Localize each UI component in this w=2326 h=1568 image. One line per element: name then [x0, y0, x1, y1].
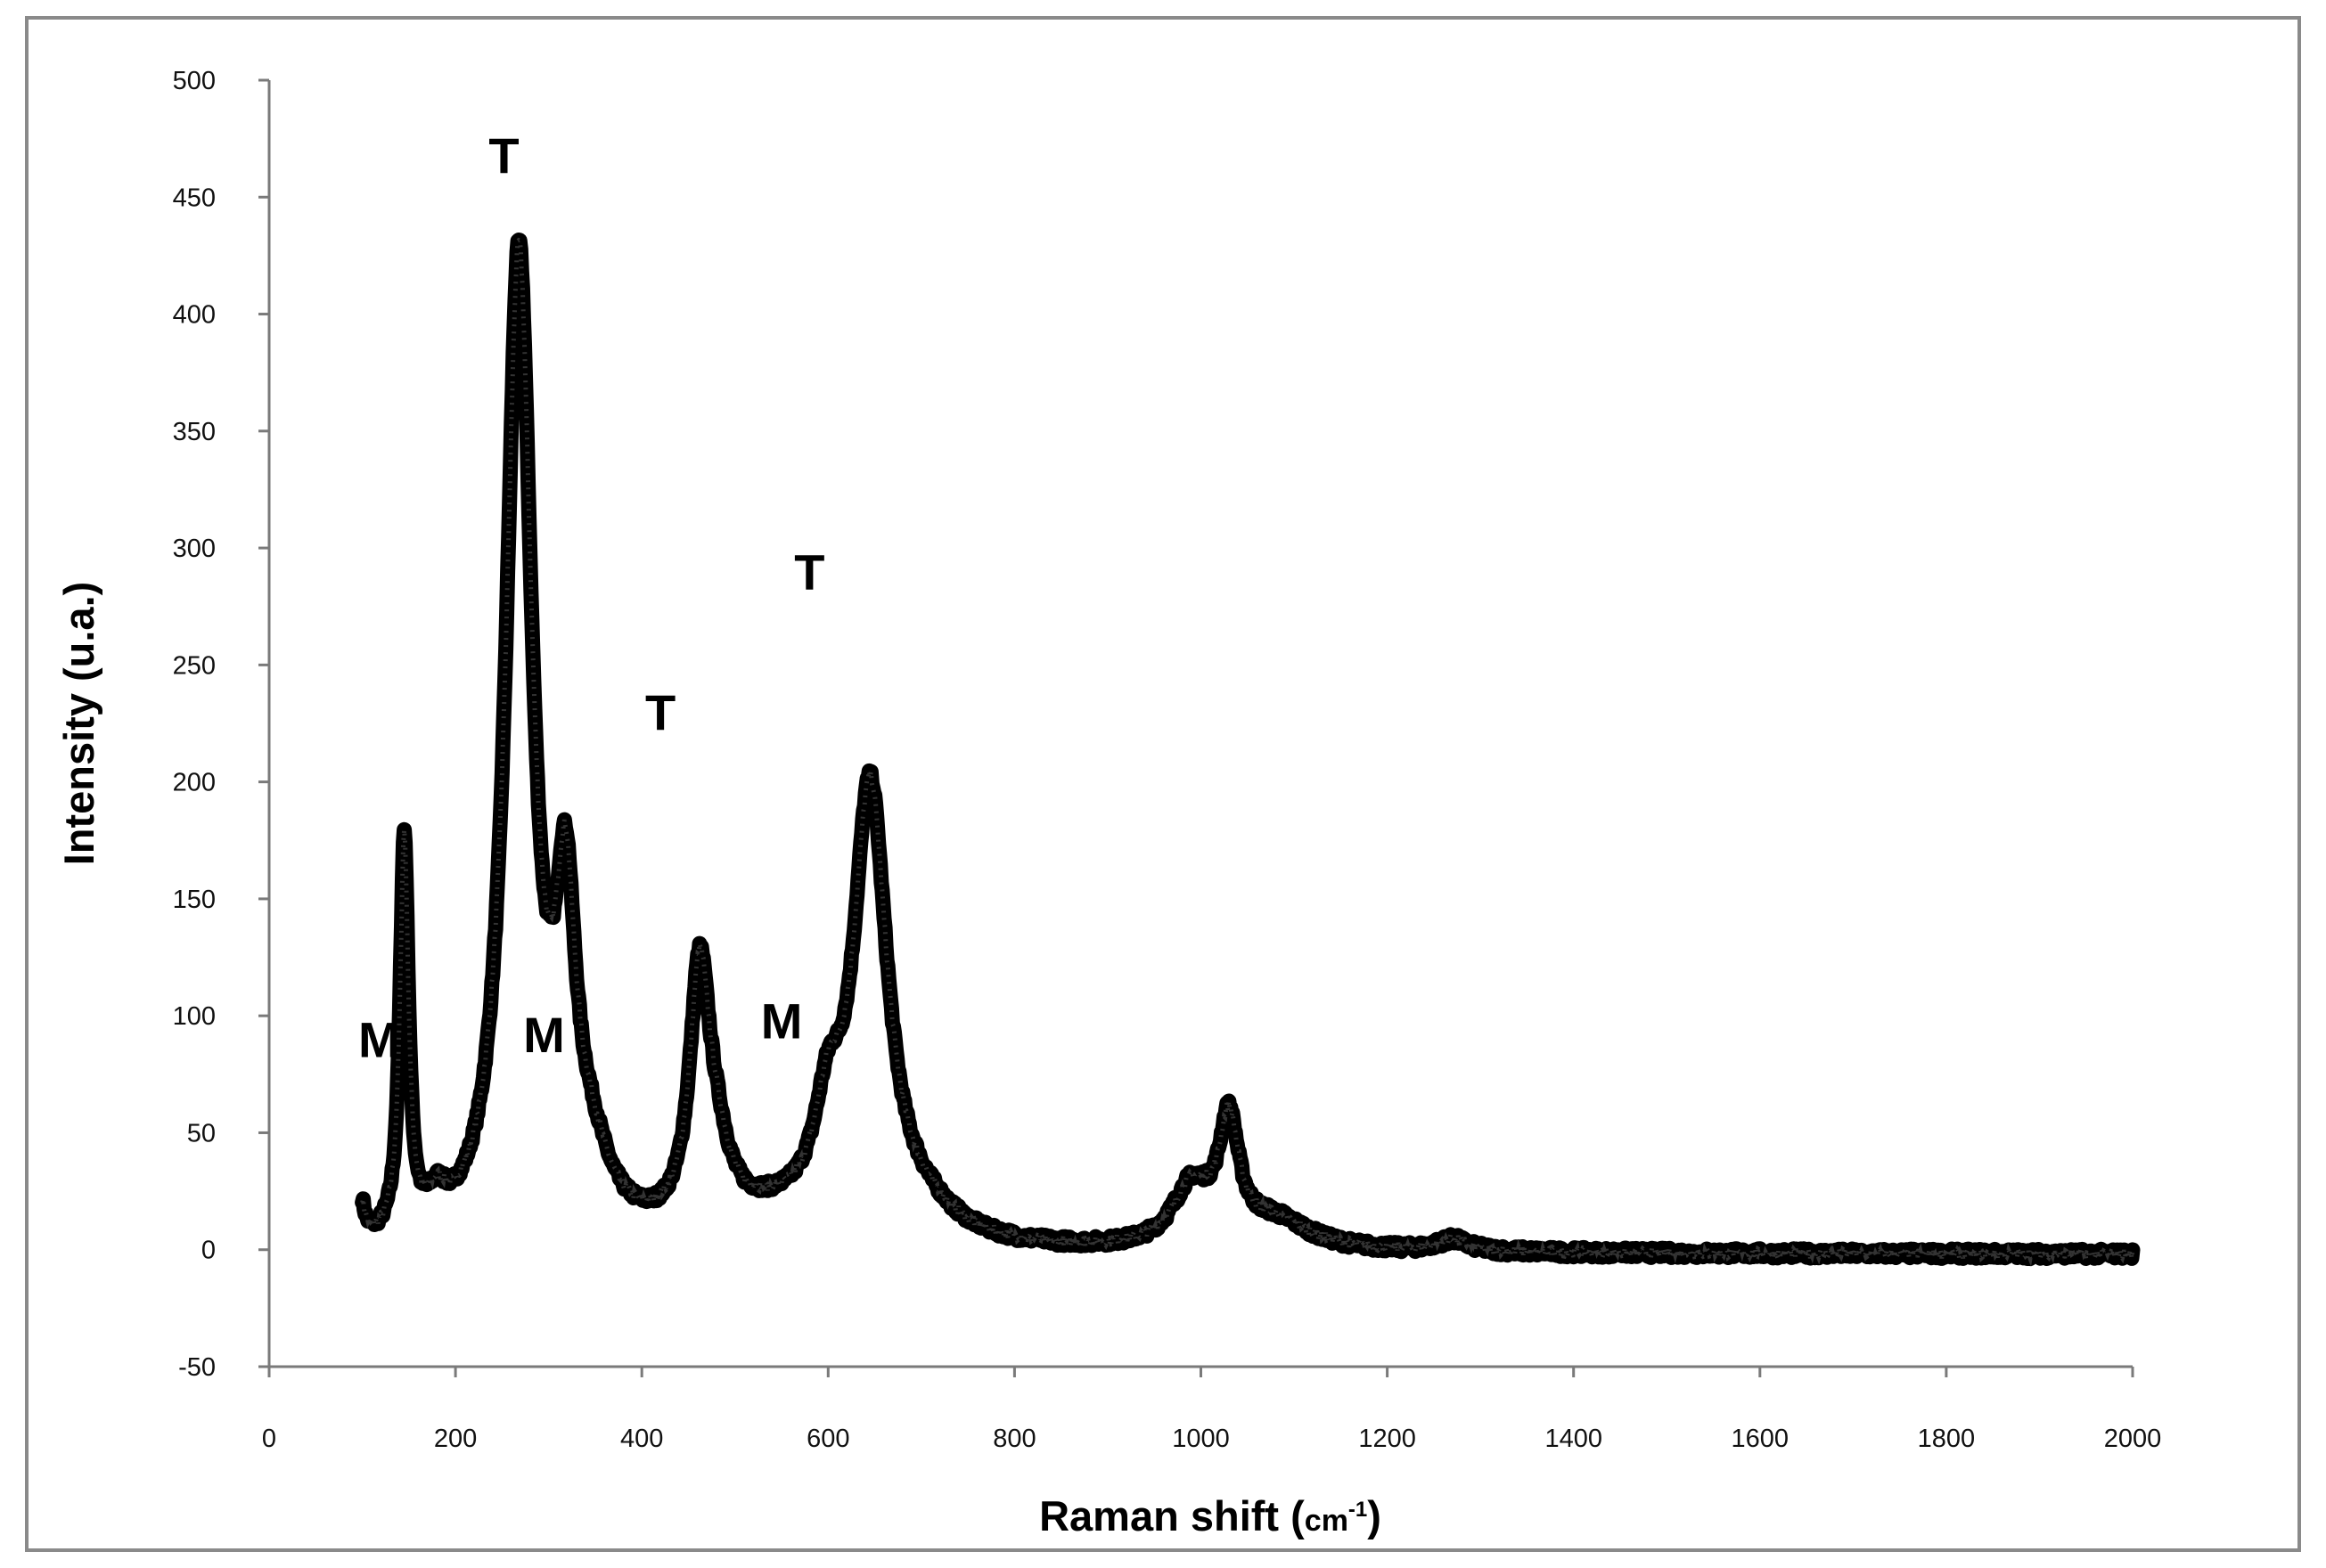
- y-axis-title: Intensity (u.a.): [55, 582, 102, 866]
- x-tick-label: 600: [807, 1425, 849, 1453]
- x-tick-label: 200: [434, 1425, 477, 1453]
- x-tick-label: 1800: [1918, 1425, 1976, 1453]
- x-axis-title-main: Raman shift (: [1039, 1492, 1305, 1539]
- x-tick-label: 1400: [1544, 1425, 1602, 1453]
- annotation-m-4: M: [523, 1007, 565, 1063]
- y-tick-label: 250: [173, 651, 216, 680]
- series-markers: [360, 237, 2135, 1268]
- x-axis-title: Raman shift (cm-1): [1039, 1492, 1381, 1539]
- y-tick-label: 150: [173, 886, 216, 914]
- y-tick-label: 350: [173, 418, 216, 446]
- x-axis-title-close: ): [1367, 1492, 1381, 1539]
- x-tick-label: 800: [993, 1425, 1036, 1453]
- annotation-m-3: M: [358, 1011, 400, 1067]
- x-tick-label: 2000: [2104, 1425, 2162, 1453]
- y-tick-label: -50: [178, 1353, 216, 1382]
- x-tick-label: 0: [262, 1425, 276, 1453]
- x-tick-label: 1000: [1172, 1425, 1230, 1453]
- x-axis-title-unit-sup: -1: [1348, 1498, 1367, 1522]
- x-axis-title-unit: cm: [1305, 1504, 1348, 1538]
- annotation-t-2: T: [794, 543, 824, 600]
- annotation-t-1: T: [645, 684, 676, 740]
- y-tick-label: 300: [173, 535, 216, 563]
- chart-border: [25, 16, 2301, 1552]
- y-tick-label: 0: [201, 1237, 216, 1265]
- x-tick-label: 1200: [1358, 1425, 1416, 1453]
- y-tick-label: 100: [173, 1002, 216, 1031]
- annotation-t-0: T: [488, 127, 519, 184]
- peak-annotations: T T T M M M: [358, 127, 824, 1067]
- annotation-m-5: M: [761, 992, 803, 1049]
- y-tick-label: 450: [173, 184, 216, 212]
- x-tick-label: 400: [620, 1425, 663, 1453]
- x-tick-label: 1600: [1732, 1425, 1790, 1453]
- axes: -50 0 50 100 150 200 250 300 350 400 450 500 0 200 400…: [173, 67, 2162, 1453]
- y-tick-label: 50: [187, 1119, 216, 1147]
- raman-series: [355, 233, 2141, 1268]
- y-tick-label: 400: [173, 301, 216, 330]
- y-tick-label: 200: [173, 769, 216, 797]
- y-tick-label: 500: [173, 67, 216, 95]
